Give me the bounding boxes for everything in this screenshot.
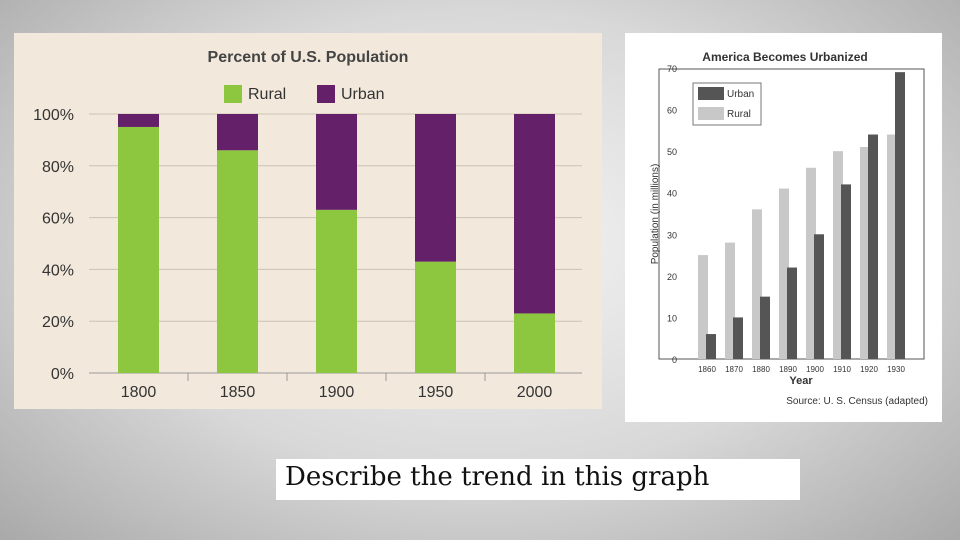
y-tick-label: 50 bbox=[667, 147, 677, 157]
y-tick-label: 0% bbox=[51, 366, 74, 383]
bar-urban-1890 bbox=[787, 267, 797, 359]
urbanized-chart-svg: America Becomes Urbanized 0 10 20 30 40 50 60 7… bbox=[650, 50, 928, 407]
bar-urban-2000 bbox=[514, 114, 555, 314]
bar-rural-1880 bbox=[752, 209, 762, 359]
bars bbox=[698, 72, 905, 360]
chart-title: Percent of U.S. Population bbox=[208, 49, 409, 66]
x-axis-ticks: 1800 1850 1900 1950 2000 bbox=[121, 373, 553, 401]
x-tick-label: 1930 bbox=[887, 365, 905, 374]
y-tick-label: 20 bbox=[667, 272, 677, 282]
bar-rural-1900 bbox=[316, 209, 357, 373]
chart-title: America Becomes Urbanized bbox=[702, 50, 867, 64]
x-tick-label: 1910 bbox=[833, 365, 851, 374]
x-axis-ticks: 1860 1870 1880 1890 1900 1910 1920 1930 bbox=[698, 365, 905, 374]
y-tick-label: 80% bbox=[42, 159, 74, 176]
percent-population-chart: Percent of U.S. Population Rural Urban 0… bbox=[14, 33, 602, 409]
bar-rural-1900 bbox=[806, 167, 816, 359]
y-tick-label: 10 bbox=[667, 313, 677, 323]
bar-urban-1860 bbox=[706, 334, 716, 359]
bar-rural-1850 bbox=[217, 150, 258, 373]
legend-swatch-rural bbox=[224, 85, 242, 103]
y-axis-ticks: 0% 20% 40% 60% 80% 100% bbox=[33, 107, 74, 383]
bar-urban-1930 bbox=[895, 72, 905, 360]
bar-urban-1900 bbox=[316, 114, 357, 210]
y-tick-label: 20% bbox=[42, 314, 74, 331]
legend-label-rural: Rural bbox=[727, 109, 751, 120]
x-tick-label: 2000 bbox=[517, 384, 553, 401]
x-tick-label: 1900 bbox=[806, 365, 824, 374]
x-tick-label: 1870 bbox=[725, 365, 743, 374]
y-tick-label: 70 bbox=[667, 64, 677, 74]
y-tick-label: 60% bbox=[42, 211, 74, 228]
bar-urban-1800 bbox=[118, 114, 159, 127]
bar-urban-1950 bbox=[415, 114, 456, 262]
x-tick-label: 1950 bbox=[418, 384, 454, 401]
y-axis-label: Population (in millions) bbox=[650, 164, 661, 265]
source-note: Source: U. S. Census (adapted) bbox=[786, 396, 928, 407]
bar-urban-1900 bbox=[814, 234, 824, 359]
bar-rural-1870 bbox=[725, 242, 735, 359]
y-tick-label: 40% bbox=[42, 262, 74, 279]
x-tick-label: 1920 bbox=[860, 365, 878, 374]
x-tick-label: 1900 bbox=[319, 384, 355, 401]
bar-rural-2000 bbox=[514, 313, 555, 373]
legend-label-urban: Urban bbox=[727, 89, 754, 100]
x-tick-label: 1890 bbox=[779, 365, 797, 374]
y-tick-label: 30 bbox=[667, 230, 677, 240]
x-tick-label: 1850 bbox=[220, 384, 256, 401]
bar-urban-1870 bbox=[733, 317, 743, 359]
prompt-caption: Describe the trend in this graph bbox=[276, 459, 800, 500]
bar-urban-1850 bbox=[217, 114, 258, 151]
bar-rural-1860 bbox=[698, 255, 708, 359]
bars bbox=[118, 114, 555, 373]
y-tick-label: 40 bbox=[667, 189, 677, 199]
bar-rural-1890 bbox=[779, 188, 789, 359]
x-tick-label: 1800 bbox=[121, 384, 157, 401]
y-tick-label: 100% bbox=[33, 107, 74, 124]
y-tick-label: 60 bbox=[667, 106, 677, 116]
bar-rural-1920 bbox=[860, 146, 870, 359]
legend-swatch-rural bbox=[698, 107, 724, 120]
x-tick-label: 1860 bbox=[698, 365, 716, 374]
urbanized-chart: America Becomes Urbanized 0 10 20 30 40 50 60 7… bbox=[625, 33, 942, 422]
x-axis-label: Year bbox=[789, 375, 813, 387]
legend-label-rural: Rural bbox=[248, 86, 286, 103]
percent-population-chart-svg: Percent of U.S. Population Rural Urban 0… bbox=[33, 49, 582, 401]
bar-rural-1800 bbox=[118, 126, 159, 373]
bar-urban-1920 bbox=[868, 134, 878, 359]
y-axis-ticks: 0 10 20 30 40 50 60 70 bbox=[667, 64, 677, 365]
bar-urban-1910 bbox=[841, 184, 851, 359]
bar-rural-1930 bbox=[887, 134, 897, 359]
x-tick-label: 1880 bbox=[752, 365, 770, 374]
legend-swatch-urban bbox=[698, 87, 724, 100]
legend-label-urban: Urban bbox=[341, 86, 385, 103]
y-tick-label: 0 bbox=[672, 355, 677, 365]
bar-urban-1880 bbox=[760, 296, 770, 359]
bar-rural-1910 bbox=[833, 151, 843, 359]
bar-rural-1950 bbox=[415, 261, 456, 373]
legend-swatch-urban bbox=[317, 85, 335, 103]
